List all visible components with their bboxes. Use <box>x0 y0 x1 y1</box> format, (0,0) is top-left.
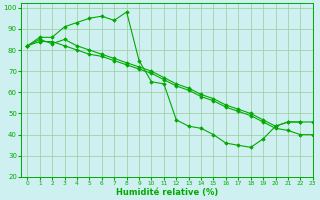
X-axis label: Humidité relative (%): Humidité relative (%) <box>116 188 218 197</box>
